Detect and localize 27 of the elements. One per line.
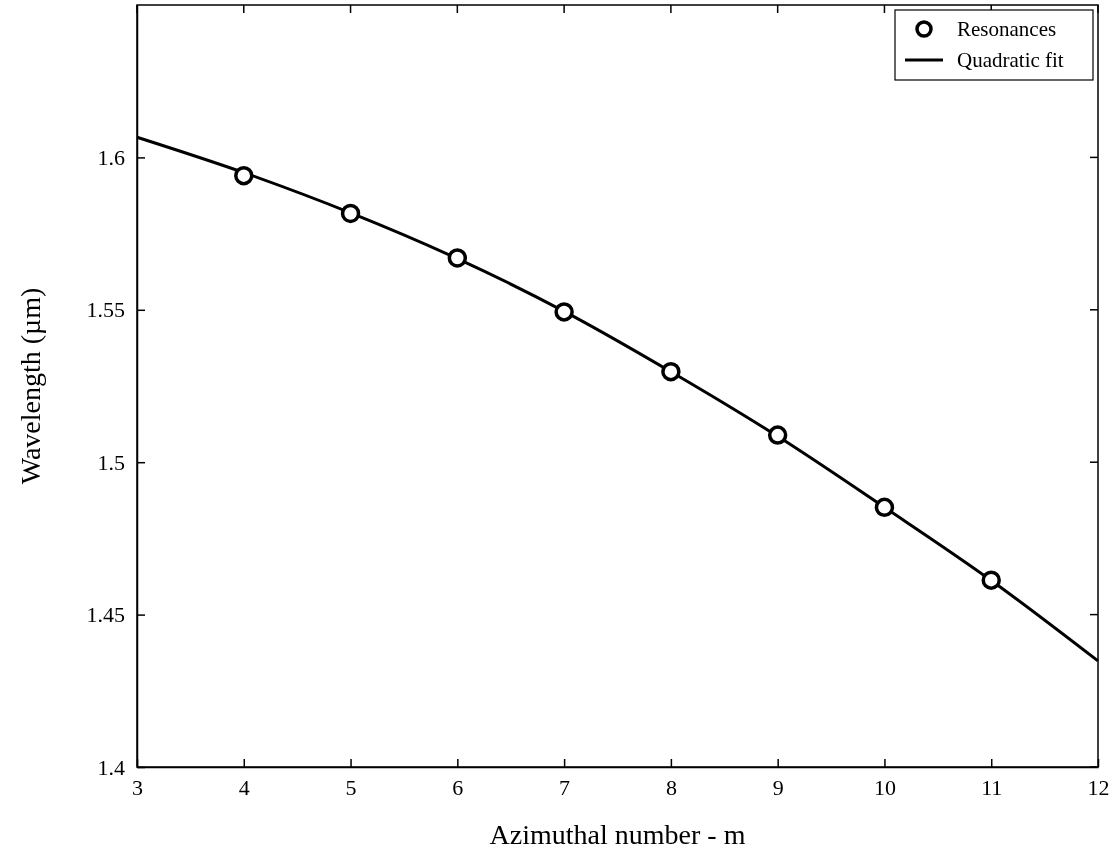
x-tick-label: 6 <box>452 774 464 800</box>
x-tick-label: 7 <box>559 774 571 800</box>
legend-label: Quadratic fit <box>957 48 1064 72</box>
y-axis-title: Wavelength (µm) <box>15 287 46 485</box>
x-tick-label: 11 <box>981 774 1003 800</box>
x-tick-label: 5 <box>345 774 357 800</box>
point <box>234 165 254 186</box>
x-tick-label: 8 <box>665 774 677 800</box>
x-tick-label: 4 <box>238 774 250 800</box>
point <box>447 248 468 268</box>
point <box>661 361 681 382</box>
y-tick-label: 1.5 <box>97 449 125 475</box>
point <box>874 497 895 518</box>
x-tick-label: 10 <box>873 774 896 800</box>
y-tick-label: 1.55 <box>86 297 125 323</box>
y-tick-label: 1.4 <box>97 754 125 780</box>
legend-label: Resonances <box>957 17 1057 41</box>
point <box>981 570 1001 590</box>
point <box>767 425 788 445</box>
point <box>340 203 361 224</box>
x-tick-label: 3 <box>132 774 143 800</box>
point <box>554 302 574 322</box>
y-tick-label: 1.45 <box>86 602 125 628</box>
x-axis-title: Azimuthal number - m <box>489 819 746 850</box>
x-tick-label: 9 <box>772 774 784 800</box>
y-tick-label: 1.6 <box>97 144 125 170</box>
x-tick-label: 12 <box>1087 774 1110 800</box>
